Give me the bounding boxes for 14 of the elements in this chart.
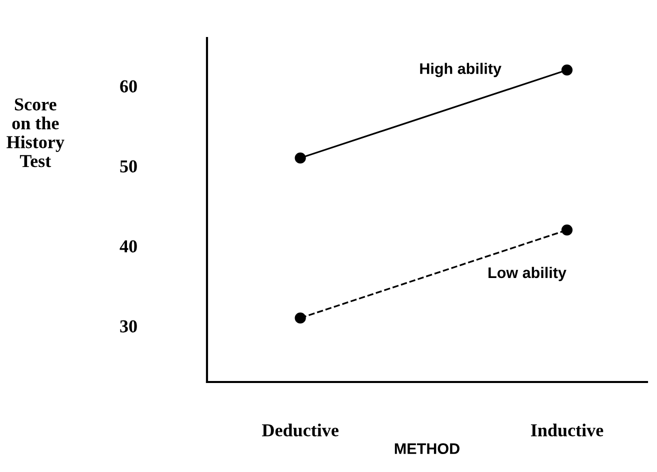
y-tick-label: 30 <box>120 320 137 332</box>
point <box>294 152 306 164</box>
point <box>561 64 573 76</box>
x-tick-label: Deductive <box>262 424 338 436</box>
y-tick-label: 60 <box>120 80 137 92</box>
series-label: Low ability <box>488 266 566 282</box>
y-tick-label: 50 <box>120 160 137 172</box>
y-tick-label: 40 <box>120 240 137 252</box>
series-label: High ability <box>420 62 502 78</box>
point <box>294 312 306 324</box>
y-axis-title: Score on the History Test <box>6 98 64 168</box>
x-axis-title: METHOD <box>394 443 460 454</box>
point <box>561 224 573 236</box>
x-tick-label: Inductive <box>530 424 604 436</box>
